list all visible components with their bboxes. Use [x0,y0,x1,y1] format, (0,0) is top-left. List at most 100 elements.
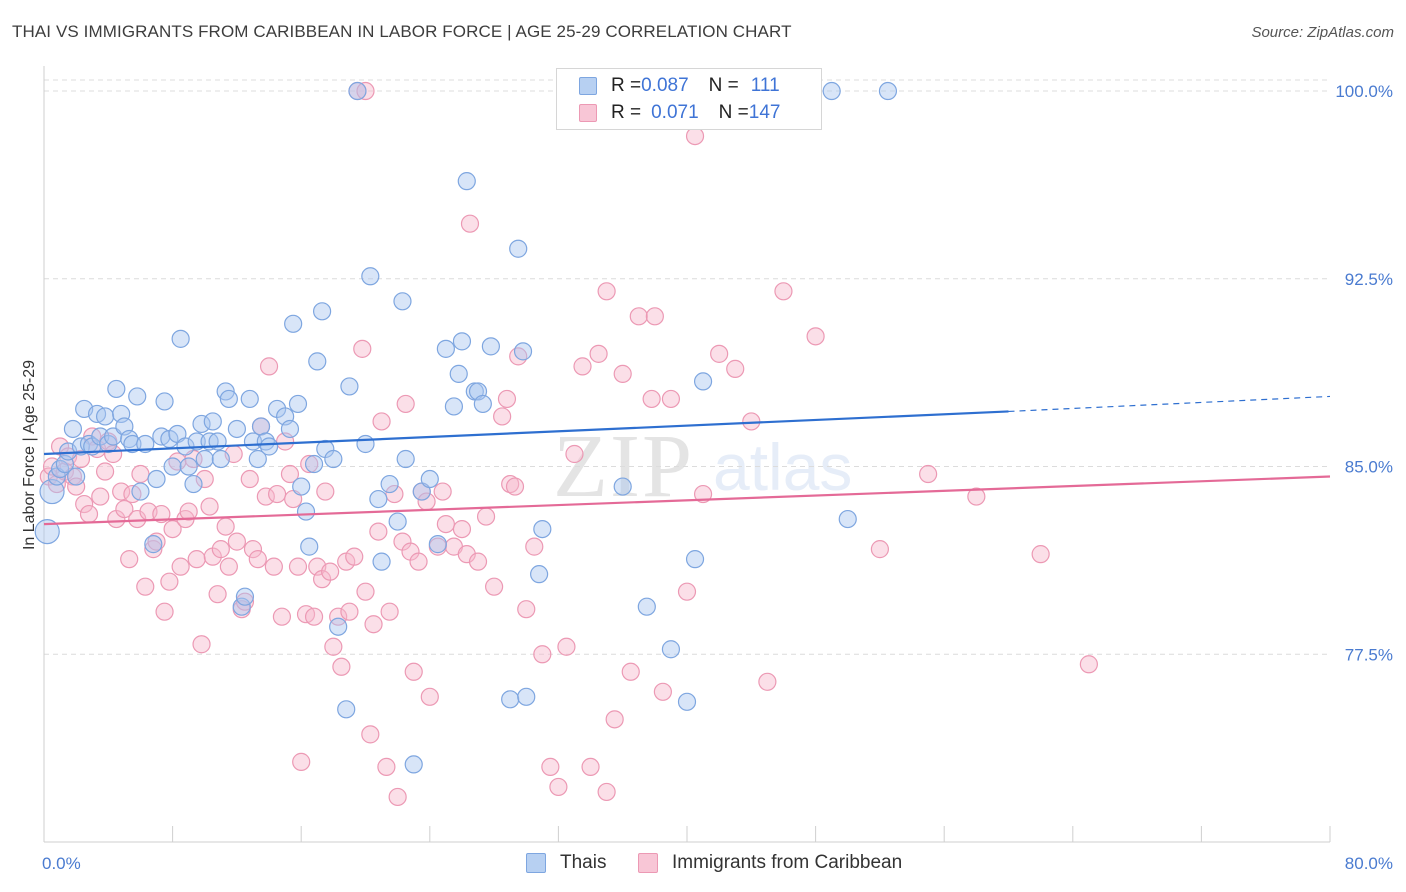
point-thais [34,518,60,545]
point-caribbean [219,557,238,576]
point-caribbean [870,540,890,559]
point-caribbean [91,487,110,506]
point-caribbean [163,519,182,539]
legend-r-label: R = [611,75,642,96]
point-thais [144,535,163,554]
point-caribbean [919,464,938,484]
point-caribbean [235,592,255,611]
point-caribbean [304,607,324,626]
point-caribbean [115,499,134,519]
point-caribbean [525,537,544,556]
point-thais [372,552,391,571]
point-caribbean [517,600,536,619]
point-caribbean [806,327,825,346]
point-caribbean [316,482,335,501]
legend-swatch-caribbean [579,104,597,122]
point-caribbean [726,359,745,378]
point-caribbean [353,339,372,358]
point-thais [380,474,399,494]
point-caribbean [264,557,283,576]
point-caribbean [642,389,661,409]
legend-swatch-caribbean [638,853,658,873]
point-caribbean [248,550,267,569]
point-thais [95,407,115,426]
legend-item-caribbean[interactable]: Immigrants from Caribbean [638,852,902,874]
point-caribbean [95,462,115,481]
point-thais [428,535,447,554]
point-thais [449,364,468,383]
point-caribbean [272,607,292,626]
legend-swatch-thais [526,853,546,873]
point-caribbean [300,454,319,474]
series-legend: Thais Immigrants from Caribbean [0,852,1406,876]
point-caribbean [377,757,396,777]
point-thais [361,267,380,286]
point-caribbean [179,502,198,521]
point-thais [192,414,211,434]
point-caribbean [364,615,383,634]
point-caribbean [152,504,171,524]
point-caribbean [136,577,155,596]
point-caribbean [240,469,259,489]
point-thais [296,502,316,521]
point-caribbean [160,572,179,591]
point-caribbean [653,682,672,701]
point-thais [107,379,126,399]
point-thais [452,332,472,351]
trend-lines [43,395,1331,526]
legend-item-thais[interactable]: Thais [526,852,606,874]
point-thais [171,329,190,348]
point-caribbean [216,517,235,536]
point-caribbean [67,477,86,496]
point-thais [280,419,300,439]
point-caribbean [208,585,227,604]
point-thais [256,432,275,451]
point-caribbean [573,357,592,376]
point-thais [240,389,259,409]
point-caribbean [581,757,600,777]
chart-title: THAI VS IMMIGRANTS FROM CARIBBEAN IN LAB… [12,22,792,41]
point-caribbean [79,504,99,524]
point-caribbean [967,487,986,506]
point-caribbean [629,307,648,326]
point-caribbean [256,487,275,506]
point-caribbean [497,389,517,409]
point-caribbean [685,126,705,146]
point-thais [356,434,375,454]
point-thais [337,700,356,719]
point-thais [128,387,147,406]
point-caribbean [211,540,230,559]
point-caribbean [501,474,520,494]
point-thais [878,81,898,101]
legend-n-label: N = [708,75,739,96]
point-thais [388,512,407,531]
point-thais [396,449,415,469]
point-caribbean [332,657,351,676]
legend-n-value: 111 [750,75,780,96]
point-caribbean [75,494,94,514]
point-thais [284,314,303,333]
point-thais [838,509,857,529]
point-thais [420,469,439,489]
point-caribbean [436,514,455,534]
y-axis-title: In Labor Force | Age 25-29 [21,360,38,550]
point-caribbean [361,725,380,744]
point-caribbean [227,532,246,551]
point-caribbean [155,602,174,621]
point-caribbean [433,482,452,501]
point-caribbean [589,344,608,363]
legend-row-thais: R = 0.087 N = 111 [579,74,780,98]
point-thais [147,469,166,489]
point-thais [203,412,222,431]
point-caribbean [597,782,616,802]
point-caribbean [509,347,528,366]
point-thais [50,459,70,479]
point-thais [63,419,83,439]
point-thais [219,389,238,409]
point-caribbean [388,787,407,807]
point-caribbean [661,389,681,409]
point-thais [312,302,332,321]
point-caribbean [187,550,206,569]
point-caribbean [372,412,391,431]
point-caribbean [267,484,287,504]
